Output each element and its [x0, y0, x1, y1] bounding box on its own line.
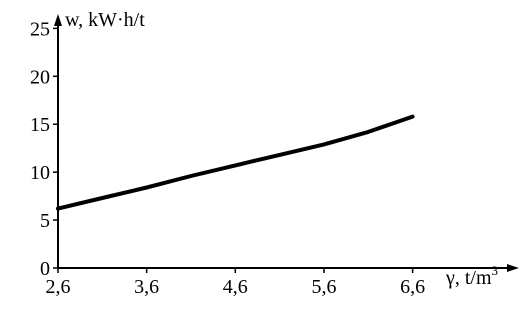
x-tick-label-6,6: 6,6 [400, 276, 425, 298]
y-tick-label-10: 10 [30, 162, 50, 184]
y-tick-label-20: 20 [30, 66, 50, 88]
x-axis-label-main: γ, t/m [445, 267, 492, 289]
x-axis-ticks: 2,6 3,6 4,6 5,6 6,6 [46, 268, 425, 298]
y-axis-label: w, kW·h/t [65, 9, 145, 31]
x-tick-label-3,6: 3,6 [134, 276, 159, 298]
y-tick-label-15: 15 [30, 114, 50, 136]
x-axis-label-superscript: 3 [492, 263, 499, 278]
y-axis-arrow [54, 14, 62, 26]
y-tick-label-25: 25 [30, 18, 50, 40]
series-layer [56, 114, 415, 211]
y-tick-label-0: 0 [40, 258, 50, 280]
x-tick-label-5,6: 5,6 [311, 276, 336, 298]
x-tick-label-2,6: 2,6 [46, 276, 71, 298]
series-line-0 [56, 114, 415, 211]
y-axis-ticks: 0 5 10 15 20 25 [30, 18, 58, 280]
x-tick-label-4,6: 4,6 [223, 276, 248, 298]
y-tick-label-5: 5 [40, 210, 50, 232]
x-axis-arrow [507, 264, 519, 272]
x-axis-label: γ, t/m3 [445, 263, 498, 289]
axes [54, 14, 519, 272]
